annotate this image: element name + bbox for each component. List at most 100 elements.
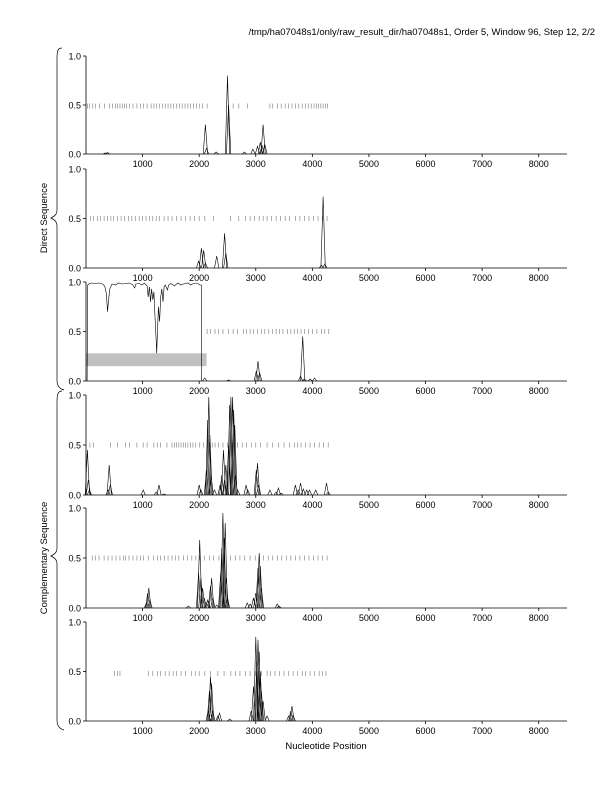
x-tick-label: 8000 <box>529 159 549 169</box>
peak <box>292 484 298 496</box>
panel-6: 0.0 0.5 1.0 1000 2000 3000 4000 5000 6000 7000 800… <box>68 618 567 736</box>
x-tick-label: 7000 <box>472 500 492 510</box>
x-tick-label: 2000 <box>189 386 209 396</box>
y-tick-label: 0.0 <box>68 150 81 160</box>
x-tick-label: 7000 <box>472 726 492 736</box>
x-tick-label: 3000 <box>246 500 266 510</box>
peak <box>313 489 319 496</box>
peak <box>250 148 256 155</box>
peak <box>257 671 263 722</box>
panel-4: 0.0 0.5 1.0 1000 2000 3000 4000 5000 6000 7000 800… <box>68 391 567 510</box>
x-tick-label: 5000 <box>359 273 379 283</box>
peak <box>232 424 238 496</box>
peak <box>200 587 206 609</box>
peak <box>257 142 263 155</box>
peak <box>256 484 262 496</box>
y-tick-label: 1.0 <box>68 278 81 288</box>
peak <box>300 488 306 496</box>
peak <box>298 482 303 496</box>
peak <box>255 567 261 609</box>
x-tick-label: 5000 <box>359 613 379 623</box>
peak <box>208 676 213 722</box>
peak <box>324 482 329 496</box>
x-tick-label: 1000 <box>133 386 153 396</box>
peak <box>320 196 326 269</box>
peak <box>226 104 232 155</box>
complementary-group-label: Complementary Sequence <box>39 502 50 614</box>
x-tick-label: 4000 <box>302 159 322 169</box>
peak <box>262 144 268 155</box>
peak <box>202 124 208 155</box>
x-tick-label: 2000 <box>189 159 209 169</box>
peak <box>230 396 236 496</box>
x-tick-label: 1000 <box>133 273 153 283</box>
x-tick-label: 6000 <box>416 613 436 623</box>
direct-group-label: Direct Sequence <box>39 183 50 253</box>
y-tick-label: 0.0 <box>68 264 81 274</box>
peak <box>147 598 153 609</box>
peak <box>301 378 307 382</box>
x-tick-label: 1000 <box>133 159 153 169</box>
x-tick-label: 8000 <box>529 500 549 510</box>
peak <box>198 577 204 609</box>
shaded-region <box>86 353 207 367</box>
x-tick-label: 4000 <box>302 726 322 736</box>
peak <box>106 464 112 496</box>
y-tick-label: 1.0 <box>68 391 81 401</box>
peak <box>253 371 259 382</box>
panels: 0.0 0.5 1.0 1000 2000 3000 4000 5000 6000 7000 800… <box>68 52 567 736</box>
x-tick-label: 6000 <box>416 726 436 736</box>
x-tick-label: 4000 <box>302 386 322 396</box>
x-tick-label: 1000 <box>133 726 153 736</box>
x-tick-label: 7000 <box>472 159 492 169</box>
panel-3: 0.0 0.5 1.0 1000 2000 3000 4000 5000 6000 7000 800… <box>68 278 567 396</box>
peak <box>274 603 280 609</box>
peak <box>206 396 212 496</box>
x-tick-label: 8000 <box>529 386 549 396</box>
peak <box>232 474 238 496</box>
peak <box>217 711 222 722</box>
x-tick-label: 5000 <box>359 726 379 736</box>
peak <box>267 489 273 496</box>
peak <box>245 489 251 496</box>
peak <box>107 484 113 496</box>
x-tick-label: 4000 <box>302 500 322 510</box>
peak <box>258 691 264 722</box>
direct-group-brace <box>50 47 65 391</box>
x-tick-label: 1000 <box>133 613 153 623</box>
peak <box>185 605 191 609</box>
x-tick-label: 3000 <box>246 386 266 396</box>
peak <box>225 597 230 609</box>
peak <box>198 248 204 269</box>
peak <box>213 151 219 155</box>
peak <box>244 602 250 609</box>
peak <box>325 491 331 496</box>
x-tick-label: 2000 <box>189 613 209 623</box>
x-tick-label: 4000 <box>302 613 322 623</box>
peak <box>273 491 279 496</box>
panel-2: 0.0 0.5 1.0 1000 2000 3000 4000 5000 6000 7000 800… <box>68 165 567 283</box>
peak <box>223 464 229 496</box>
x-tick-label: 3000 <box>246 159 266 169</box>
x-tick-label: 3000 <box>246 613 266 623</box>
peak <box>202 262 208 269</box>
peak <box>105 489 111 496</box>
peak <box>260 701 266 722</box>
peak <box>255 462 260 496</box>
peak <box>212 489 217 496</box>
peak <box>85 479 91 496</box>
peak <box>276 605 282 609</box>
x-tick-label: 6000 <box>416 159 436 169</box>
x-tick-label: 1000 <box>133 500 153 510</box>
x-tick-label: 2000 <box>189 500 209 510</box>
peak <box>264 715 270 722</box>
y-tick-label: 0.5 <box>68 327 81 337</box>
peak <box>210 597 216 609</box>
peak <box>205 419 211 496</box>
x-tick-label: 6000 <box>416 386 436 396</box>
peak <box>209 683 215 722</box>
peak <box>275 486 281 496</box>
peak <box>255 145 260 155</box>
peak <box>201 250 207 269</box>
x-tick-label: 7000 <box>472 273 492 283</box>
